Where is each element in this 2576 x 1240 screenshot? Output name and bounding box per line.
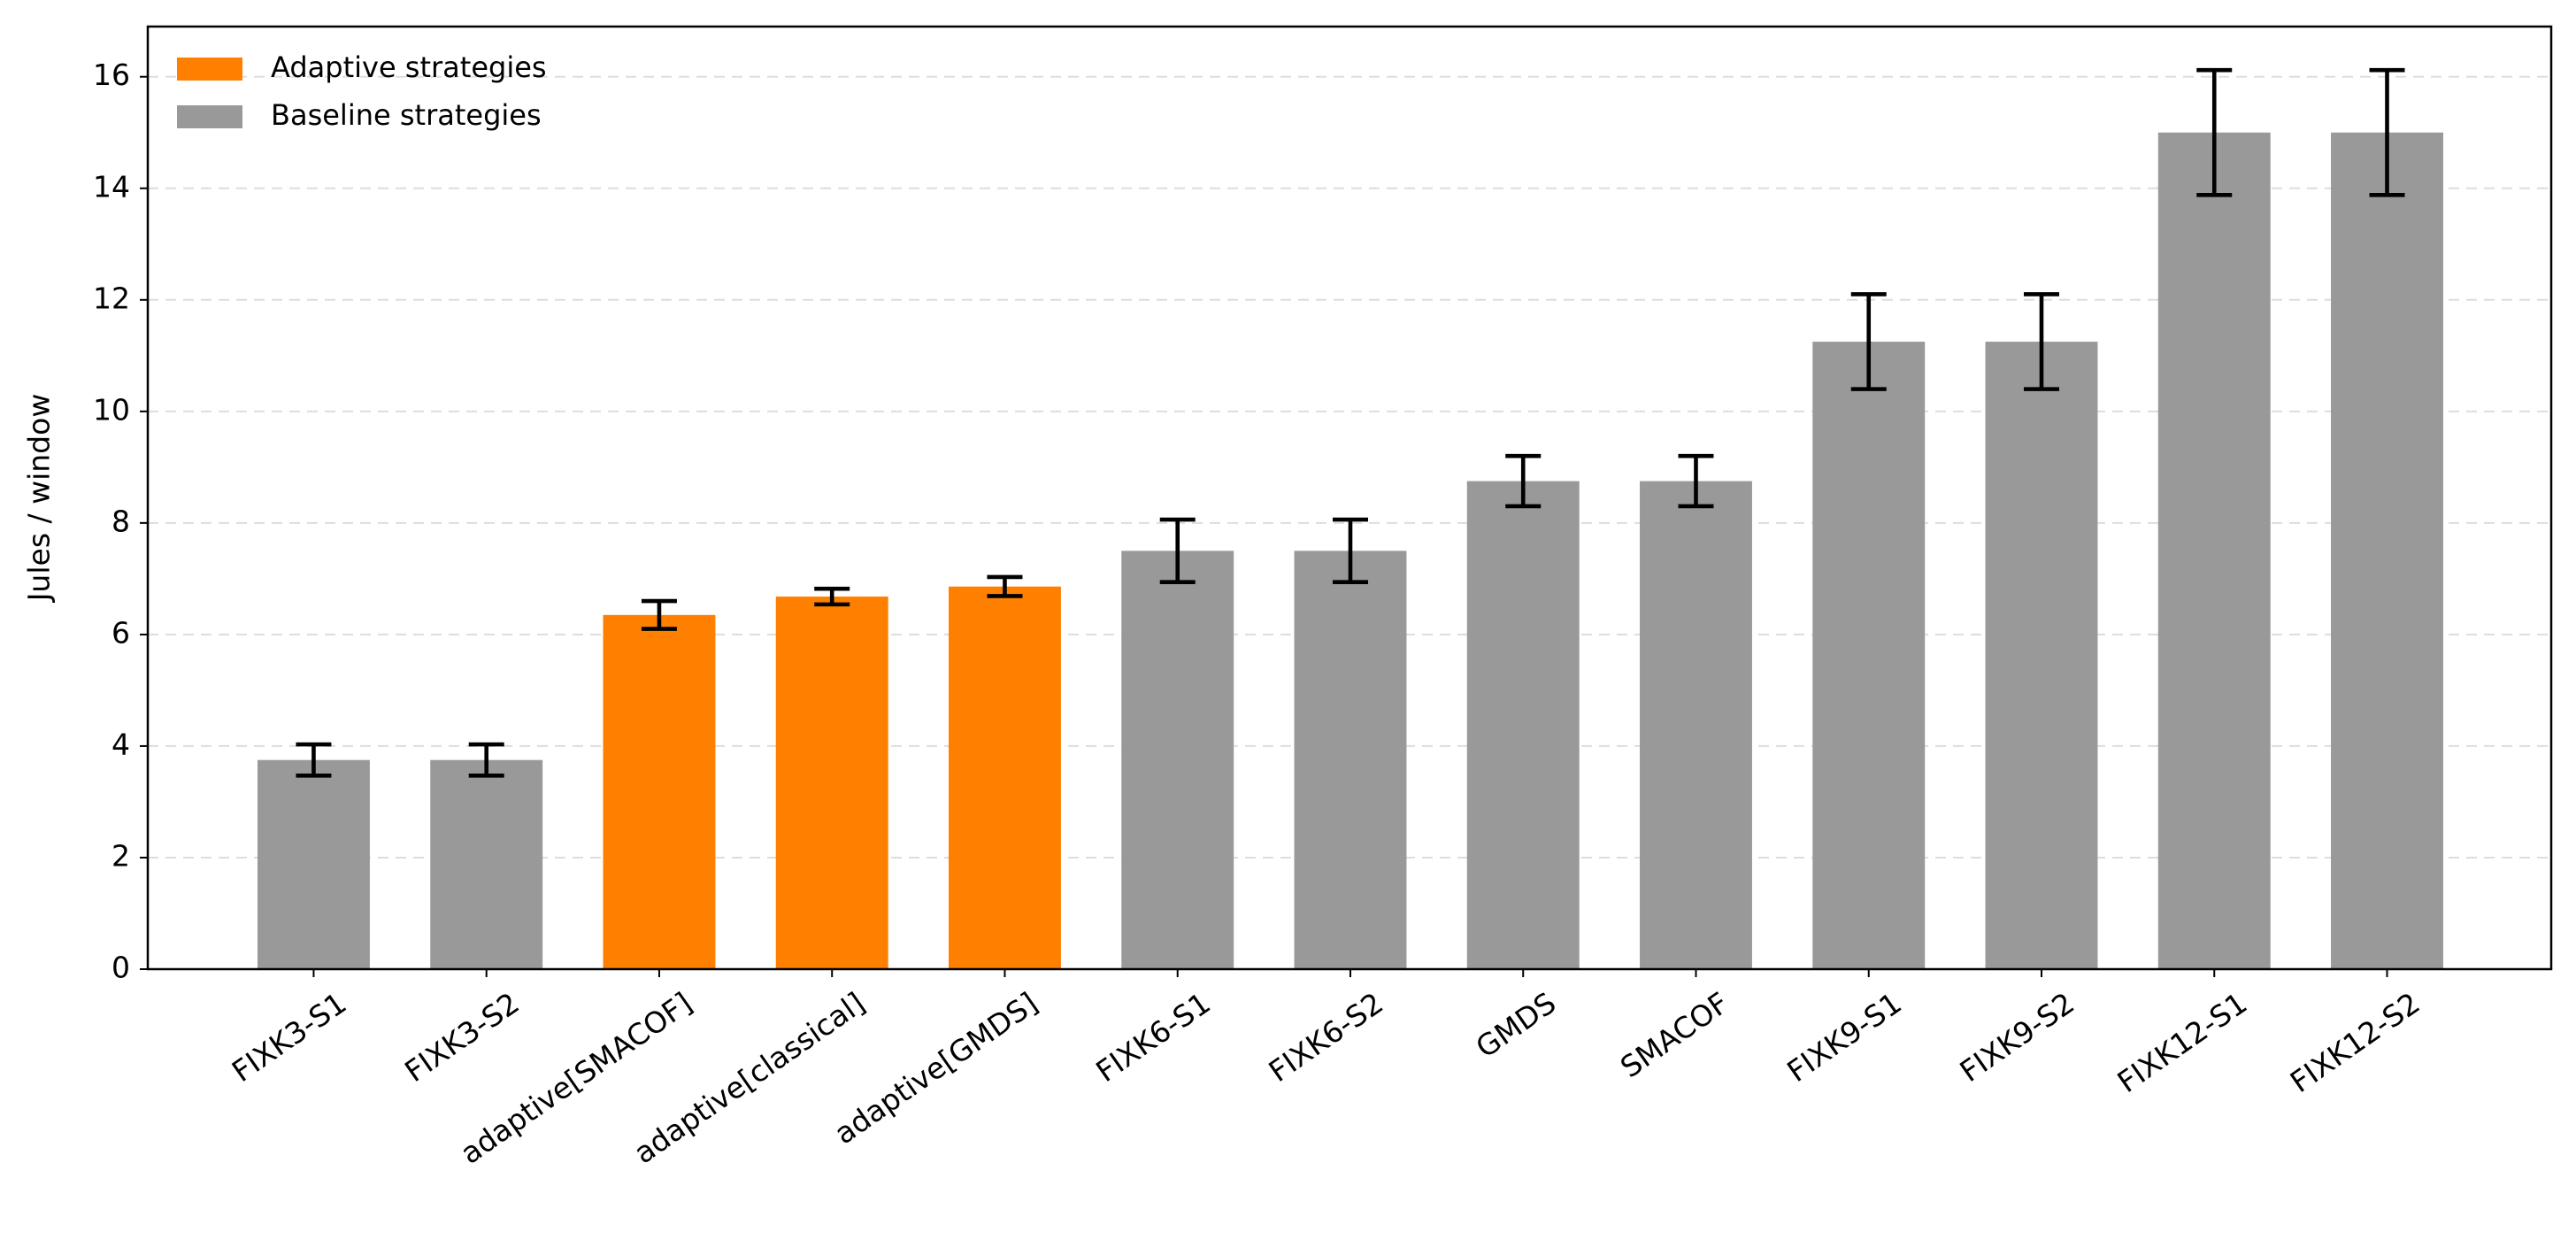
legend-label: Baseline strategies: [271, 98, 542, 132]
error-bar: [2023, 292, 2059, 391]
y-tick-label: 4: [111, 727, 130, 761]
bar: [775, 597, 888, 969]
error-bar: [2369, 67, 2405, 197]
bar: [603, 614, 716, 969]
bar: [1121, 551, 1234, 969]
bar: [2331, 132, 2443, 969]
bar: [1640, 481, 1752, 969]
plot-frame: [146, 25, 2553, 971]
error-bar: [814, 586, 850, 607]
error-bar: [1159, 517, 1196, 584]
bar: [1985, 342, 2098, 969]
x-tick-label: FIXK9-S1: [1780, 985, 1907, 1089]
bar: [2157, 132, 2271, 969]
error-bar: [2196, 67, 2233, 197]
x-tick-label: FIXK6-S2: [1263, 985, 1389, 1089]
legend-label: Adaptive strategies: [271, 50, 547, 84]
y-tick-label: 10: [93, 392, 130, 427]
bar: [1812, 342, 1926, 969]
y-tick-label: 0: [111, 951, 130, 985]
y-tick-label: 6: [111, 615, 130, 650]
error-bar: [1332, 517, 1368, 584]
error-bar: [1850, 292, 1887, 391]
x-tick-label: FIXK12-S2: [2284, 985, 2426, 1099]
error-bar: [1678, 453, 1714, 509]
x-tick-label: GMDS: [1470, 985, 1563, 1065]
bar: [1466, 481, 1580, 969]
error-bar: [987, 574, 1023, 598]
bar: [949, 586, 1061, 969]
error-bar: [1505, 453, 1542, 509]
error-bar: [468, 742, 504, 778]
x-tick-label: SMACOF: [1614, 985, 1735, 1084]
bar: [257, 759, 370, 969]
x-tick-label: FIXK6-S1: [1089, 985, 1216, 1089]
y-tick-label: 16: [93, 58, 130, 92]
y-tick-label: 12: [93, 281, 130, 315]
bar: [1294, 551, 1407, 969]
legend-swatch: [177, 58, 242, 81]
x-tick-label: FIXK3-S2: [398, 985, 525, 1089]
x-tick-label: FIXK12-S1: [2111, 985, 2254, 1099]
y-tick-label: 8: [111, 504, 130, 538]
y-tick-label: 2: [111, 838, 130, 873]
error-bar: [296, 742, 332, 778]
bar: [430, 759, 543, 969]
y-axis-label: Jules / window: [22, 394, 57, 604]
x-tick-label: FIXK3-S1: [226, 985, 352, 1089]
legend-swatch: [177, 105, 242, 128]
error-bar: [641, 598, 677, 631]
x-tick-label: FIXK9-S2: [1954, 985, 2080, 1089]
y-tick-label: 14: [93, 169, 130, 204]
